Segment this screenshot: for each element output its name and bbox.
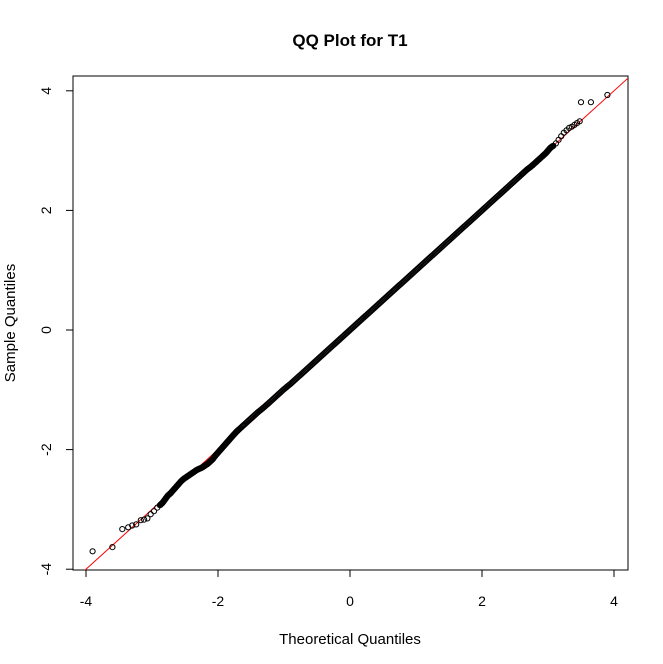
data-point [129, 522, 136, 529]
reference-line-group [84, 77, 628, 570]
x-tick-label: 2 [478, 593, 486, 609]
data-point [137, 517, 144, 524]
data-point [150, 508, 158, 515]
qq-reference-line [84, 77, 628, 570]
y-tick-label: 4 [38, 87, 54, 95]
y-tick-label: -2 [38, 443, 54, 456]
chart-title: QQ Plot for T1 [292, 31, 407, 50]
y-axis: -4 -2 0 2 4 [38, 87, 74, 576]
data-point [576, 118, 583, 125]
y-tick-label: 0 [38, 326, 54, 334]
y-tick-label: 2 [38, 206, 54, 214]
data-point [144, 515, 151, 522]
x-axis: -4 -2 0 2 4 [80, 569, 618, 609]
x-tick-label: -4 [80, 593, 93, 609]
y-axis-label: Sample Quantiles [2, 264, 19, 382]
data-point [133, 521, 140, 528]
data-point [587, 99, 595, 106]
data-point [238, 423, 245, 430]
data-point [549, 143, 556, 150]
data-point [147, 511, 154, 518]
data-point [604, 91, 611, 99]
x-tick-label: -2 [212, 593, 225, 609]
points-group [89, 91, 611, 555]
x-axis-label: Theoretical Quantiles [279, 631, 421, 648]
x-tick-label: 0 [346, 593, 354, 609]
data-point [109, 544, 116, 551]
data-point [119, 526, 126, 533]
y-tick-label: -4 [38, 563, 54, 576]
data-point [89, 548, 96, 555]
data-point [577, 99, 585, 106]
x-tick-label: 4 [610, 593, 618, 609]
data-point [141, 516, 148, 523]
